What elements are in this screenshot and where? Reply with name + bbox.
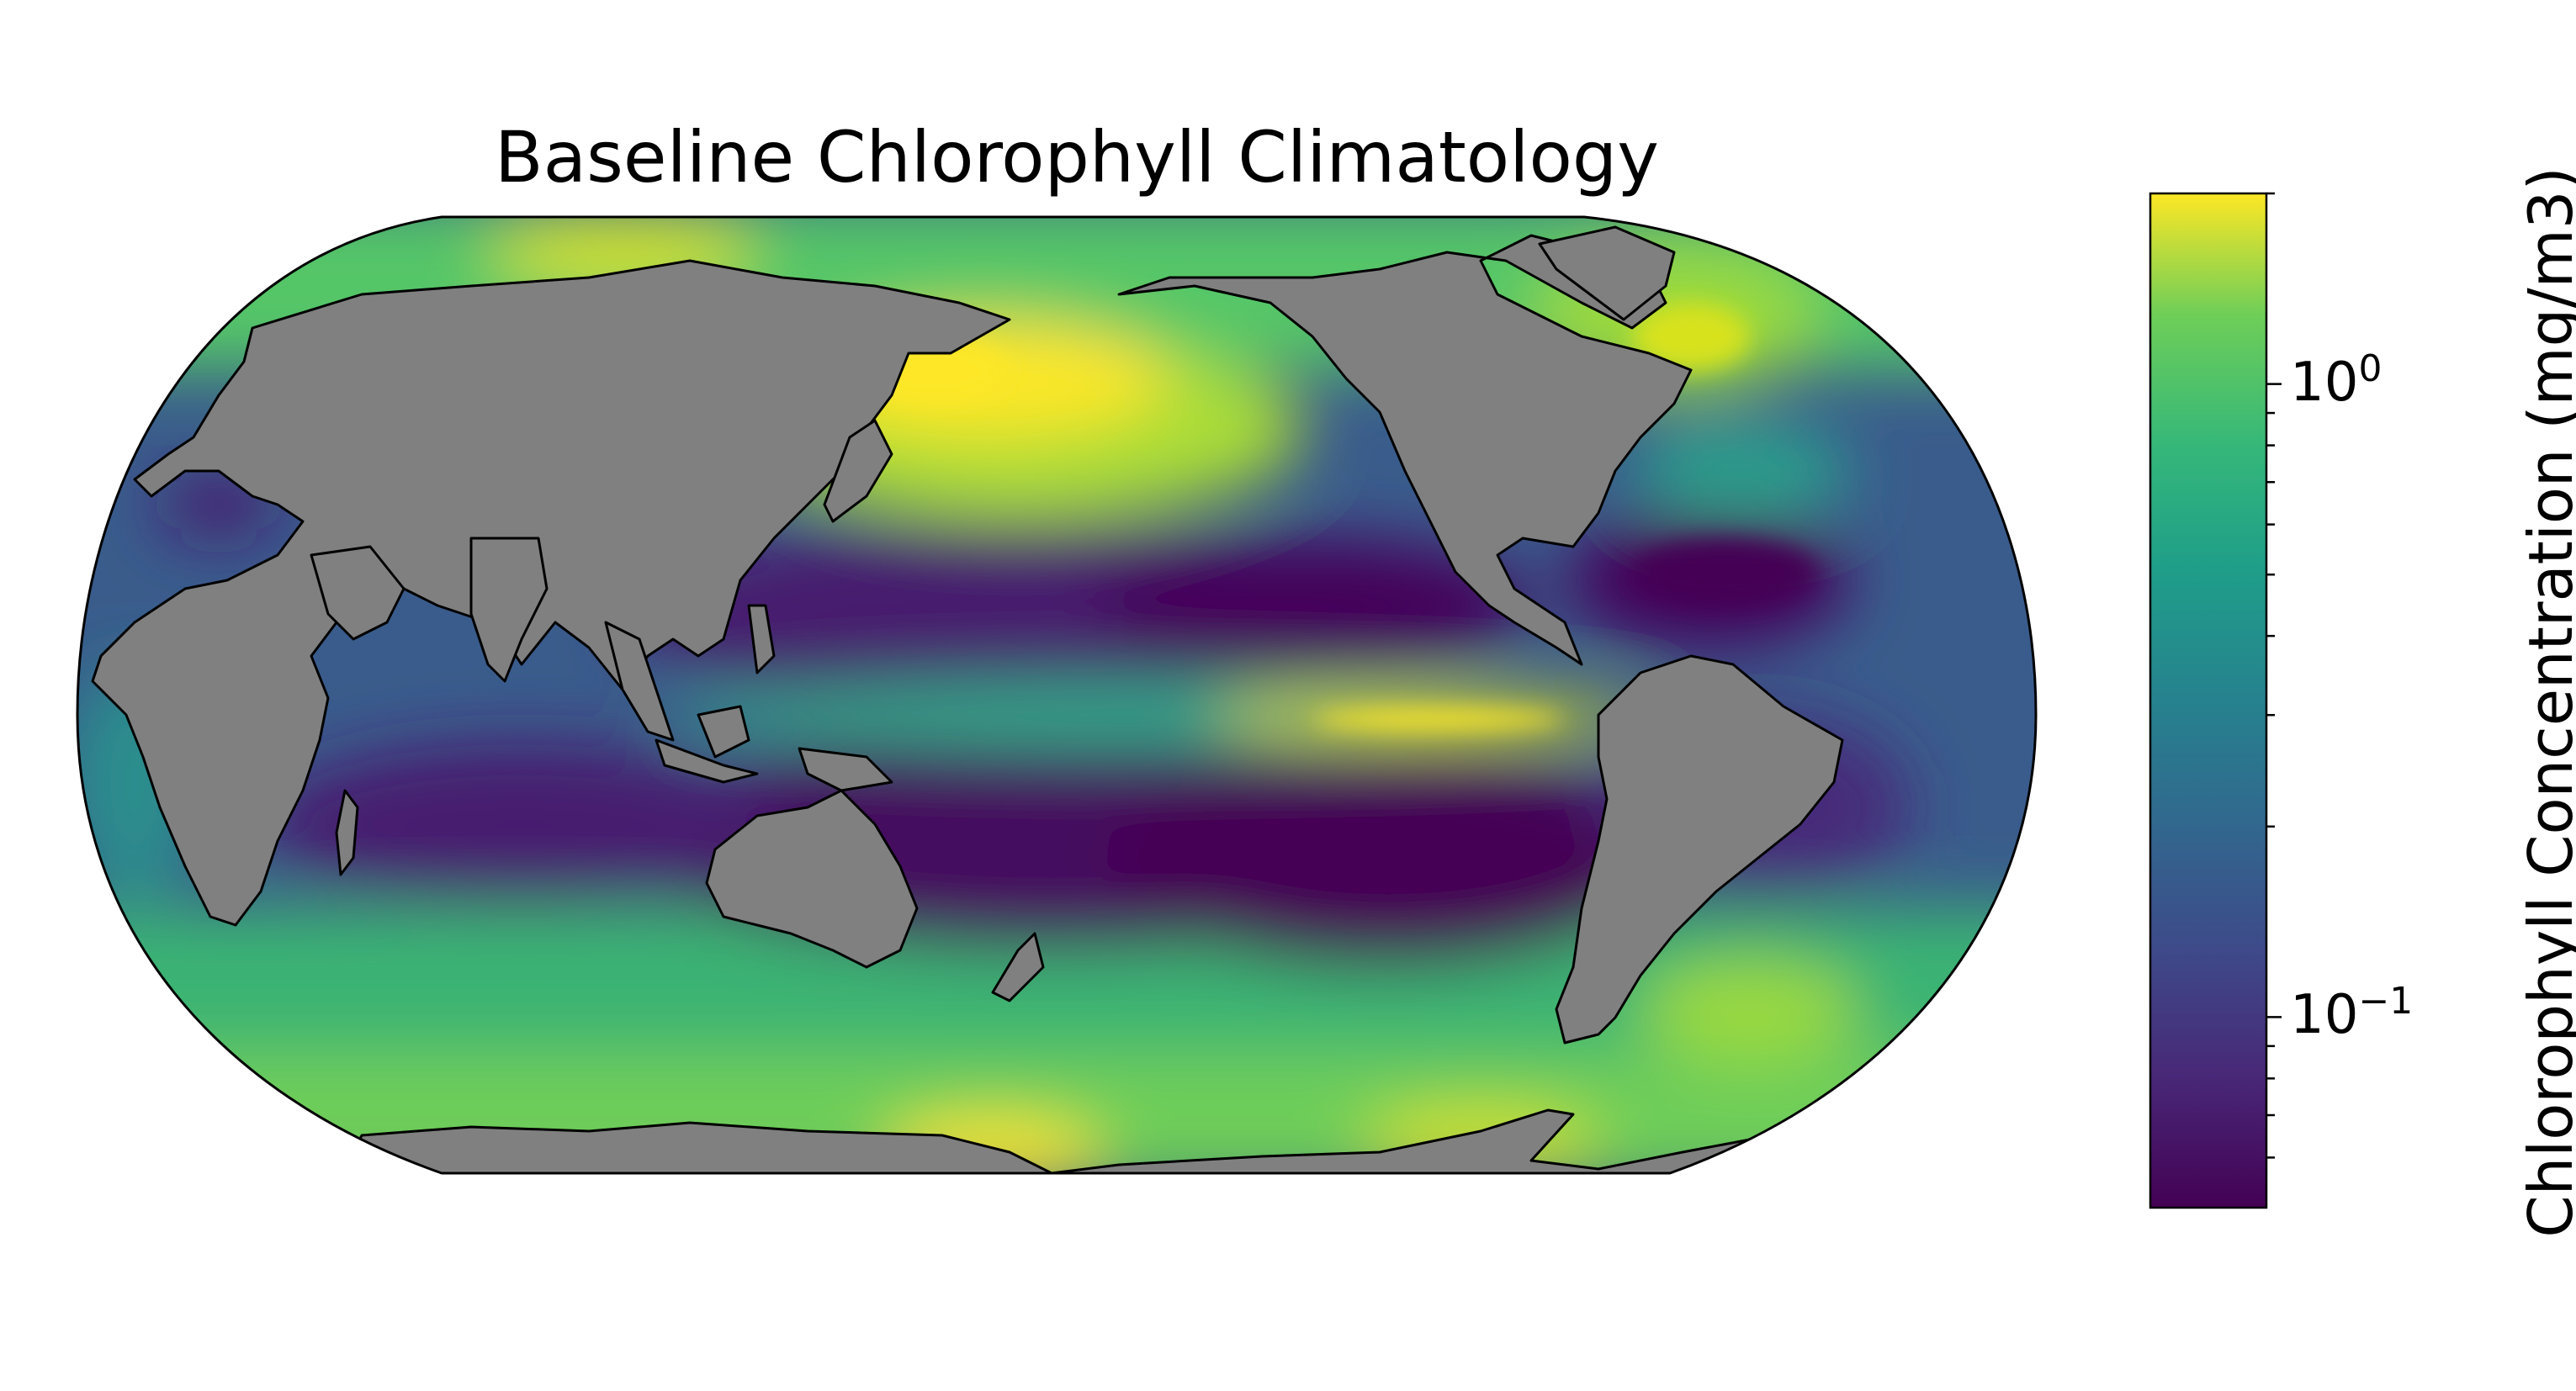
japan <box>823 419 893 523</box>
philippines <box>747 604 776 674</box>
australia <box>705 789 919 969</box>
colorbar <box>2149 192 2268 1209</box>
map-title: Baseline Chlorophyll Climatology <box>495 116 1659 198</box>
colorbar-tick-label-10-0: 100 <box>2290 346 2383 414</box>
madagascar <box>335 789 359 876</box>
borneo <box>697 705 750 759</box>
north-america <box>1117 234 1693 666</box>
sumatra-java <box>655 738 759 784</box>
arabian-peninsula <box>310 545 405 641</box>
colorbar-ticks <box>2266 192 2282 1159</box>
greenland <box>1538 225 1676 321</box>
new-zealand <box>991 932 1045 1002</box>
land-masses <box>91 225 1844 1173</box>
south-america <box>1555 654 1844 1045</box>
southeast-asia <box>604 621 675 742</box>
colorbar-label: Chlorophyll Concentration (mg/m3) <box>2515 167 2576 1238</box>
map-boundary <box>76 215 2038 1175</box>
colorbar-tick-label-10-minus-1: 10−1 <box>2290 980 2414 1047</box>
new-guinea <box>798 747 893 792</box>
india <box>469 537 549 683</box>
